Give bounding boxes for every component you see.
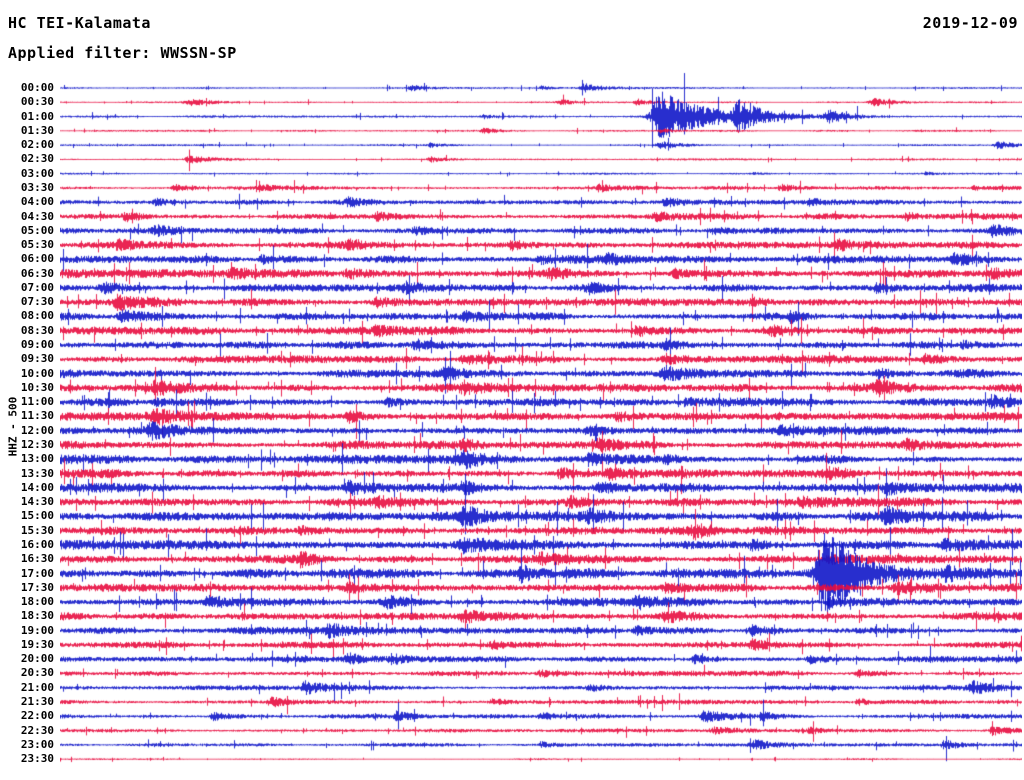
time-label: 15:00 <box>20 509 54 523</box>
time-label: 14:30 <box>20 495 54 509</box>
time-label: 09:00 <box>20 338 54 352</box>
time-label: 17:30 <box>20 580 54 594</box>
time-label: 02:30 <box>20 152 54 166</box>
time-label: 13:30 <box>20 466 54 480</box>
time-label: 03:00 <box>20 166 54 180</box>
time-label: 10:30 <box>20 380 54 394</box>
time-label: 05:00 <box>20 223 54 237</box>
time-label: 12:30 <box>20 438 54 451</box>
time-label: 11:00 <box>20 395 54 409</box>
time-label: 23:30 <box>20 752 54 766</box>
time-label: 06:30 <box>20 266 54 280</box>
time-label: 16:00 <box>20 537 54 551</box>
time-label: 20:30 <box>20 666 54 680</box>
time-label: 17:00 <box>20 566 54 580</box>
time-label: 19:00 <box>20 623 54 637</box>
time-label: 21:30 <box>20 695 54 709</box>
time-label: 18:00 <box>20 595 54 609</box>
time-label: 14:00 <box>20 480 54 494</box>
time-label: 20:00 <box>20 652 54 666</box>
time-label: 05:30 <box>20 238 54 252</box>
time-label: 07:00 <box>20 280 54 294</box>
time-label: 08:00 <box>20 309 54 323</box>
time-label: 00:00 <box>20 81 54 94</box>
time-label: 22:00 <box>20 709 54 723</box>
time-label: 03:30 <box>20 180 54 194</box>
time-label: 01:30 <box>20 123 54 137</box>
time-label: 04:00 <box>20 195 54 209</box>
time-label: 08:30 <box>20 323 54 337</box>
time-label: 01:00 <box>20 109 54 123</box>
time-label: 18:30 <box>20 609 54 623</box>
time-label: 00:30 <box>20 95 54 109</box>
time-label: 21:00 <box>20 680 54 694</box>
time-label: 04:30 <box>20 209 54 223</box>
time-label: 07:30 <box>20 295 54 309</box>
seismogram-canvas <box>60 0 1022 780</box>
time-label: 15:30 <box>20 523 54 537</box>
time-label: 16:30 <box>20 552 54 566</box>
time-label: 10:00 <box>20 366 54 380</box>
time-labels: 00:00 00:30 01:00 01:30 02:00 02:30 03:00 03:30… <box>0 0 56 780</box>
time-label: 11:30 <box>20 409 54 423</box>
time-label: 06:00 <box>20 252 54 266</box>
time-label: 23:00 <box>20 737 54 751</box>
time-label: 09:30 <box>20 352 54 366</box>
time-label: 13:00 <box>20 452 54 466</box>
time-label: 02:00 <box>20 138 54 152</box>
time-label: 19:30 <box>20 637 54 651</box>
trace-area <box>60 0 1022 780</box>
time-label: 12:00 <box>20 423 54 437</box>
time-label: 22:30 <box>20 723 54 737</box>
